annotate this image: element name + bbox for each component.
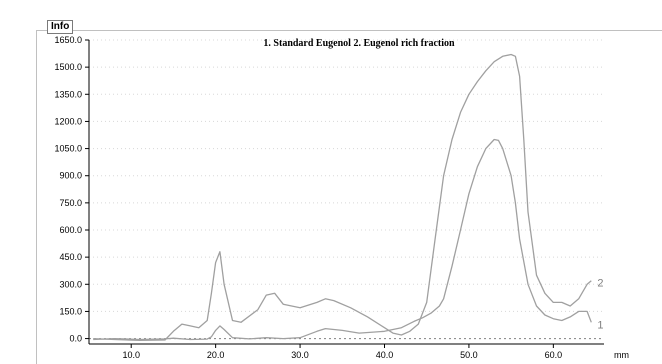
y-tick-label: 1650.0 — [54, 35, 82, 45]
y-tick-label: 1500.0 — [54, 62, 82, 72]
y-tick-label: 300.0 — [59, 279, 82, 289]
series-end-label-2: 2 — [597, 278, 603, 290]
x-tick-label: 40.0 — [376, 350, 394, 360]
series: 12 — [93, 53, 603, 342]
axes — [85, 39, 604, 348]
y-tick-label: 0.0 — [69, 334, 82, 344]
series-end-label-1: 1 — [597, 319, 603, 331]
x-tick-label: 20.0 — [207, 350, 225, 360]
y-tick-label: 1050.0 — [54, 144, 82, 154]
x-axis-label: mm — [614, 350, 629, 360]
x-tick-label: 60.0 — [545, 350, 563, 360]
y-tick-label: 1200.0 — [54, 116, 82, 126]
y-tick-label: 750.0 — [59, 198, 82, 208]
x-tick-labels: 10.0 20.0 30.0 40.0 50.0 60.0 — [122, 350, 562, 360]
y-tick-label: 150.0 — [59, 306, 82, 316]
panel-border — [36, 30, 662, 364]
y-tick-label: 450.0 — [59, 252, 82, 262]
y-tick-label: 1350.0 — [54, 89, 82, 99]
series-line-1 — [93, 138, 592, 341]
y-tick-label: 600.0 — [59, 225, 82, 235]
x-tick-label: 10.0 — [122, 350, 140, 360]
x-tick-label: 30.0 — [291, 350, 309, 360]
grid — [89, 39, 604, 312]
y-tick-labels: 0.0 150.0 300.0 450.0 600.0 750.0 900.0 1050.0 1… — [54, 35, 82, 344]
chart-title: 1. Standard Eugenol 2. Eugenol rich frac… — [263, 38, 455, 49]
info-tab[interactable]: Info — [47, 20, 74, 34]
x-tick-label: 50.0 — [460, 350, 478, 360]
y-tick-label: 900.0 — [59, 171, 82, 181]
series-line-2 — [93, 53, 592, 342]
